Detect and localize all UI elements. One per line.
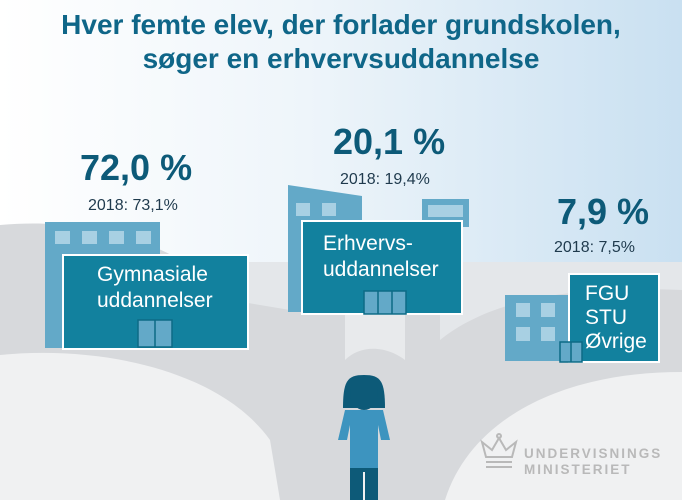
gymnasiale-building xyxy=(45,222,249,350)
oevrige-percent: 7,9 % xyxy=(557,191,650,232)
title-line-2: søger en erhvervsuddannelse xyxy=(142,43,540,74)
oevrige-building xyxy=(505,273,660,363)
crown-logo-icon xyxy=(480,433,518,468)
erhverv-label: Erhvervs- uddannelser xyxy=(323,231,439,283)
oevrige-label-line-1: FGU xyxy=(585,282,630,305)
erhverv-label-line-2: uddannelser xyxy=(323,258,439,281)
student-figure-icon xyxy=(338,375,390,500)
oevrige-label: FGU STU Øvrige xyxy=(585,282,647,354)
gymnasiale-label: Gymnasiale uddannelser xyxy=(97,262,213,314)
erhverv-building xyxy=(288,185,469,315)
oevrige-year-label: 2018: 7,5% xyxy=(554,239,635,256)
erhverv-percent: 20,1 % xyxy=(333,121,446,162)
oevrige-label-line-3: Øvrige xyxy=(585,330,647,353)
erhverv-year-label: 2018: 19,4% xyxy=(340,171,430,188)
ground-left xyxy=(0,352,280,500)
gymnasiale-percent: 72,0 % xyxy=(80,147,193,188)
logo-line-1: UNDERVISNINGS xyxy=(524,446,663,461)
logo-line-2: MINISTERIET xyxy=(524,462,632,477)
gymnasiale-year-label: 2018: 73,1% xyxy=(88,197,178,214)
gymnasiale-label-line-2: uddannelser xyxy=(97,289,213,312)
gymnasiale-label-line-1: Gymnasiale xyxy=(97,263,208,286)
erhverv-label-line-1: Erhvervs- xyxy=(323,232,413,255)
oevrige-label-line-2: STU xyxy=(585,306,627,329)
page-title: Hver femte elev, der forlader grundskole… xyxy=(0,8,682,76)
title-line-1: Hver femte elev, der forlader grundskole… xyxy=(61,9,621,40)
